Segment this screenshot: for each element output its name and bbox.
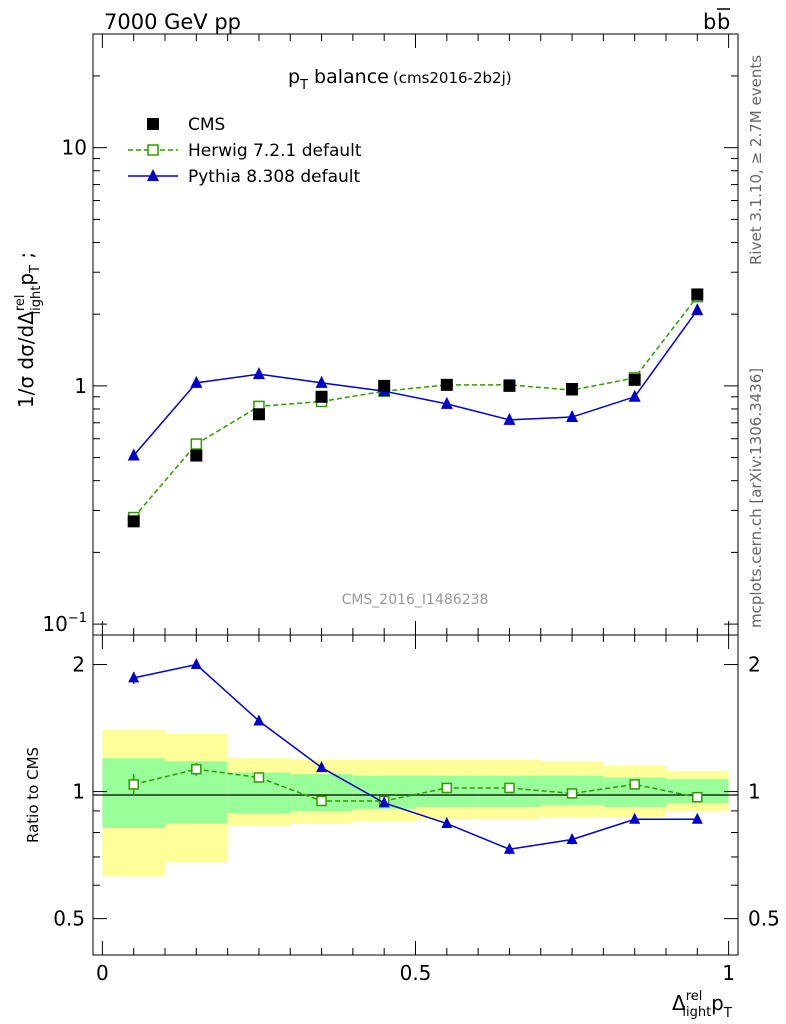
legend-pythia-label: Pythia 8.308 default xyxy=(188,167,361,187)
ratio-herwig-line xyxy=(133,768,698,802)
cms-point xyxy=(127,515,140,528)
x-axis-label: Δrel lightpT xyxy=(672,989,732,1021)
ratio-herwig-point xyxy=(191,763,202,775)
cms-point xyxy=(628,373,641,386)
analysis-watermark: CMS_2016_I1486238 xyxy=(342,592,489,608)
y-axis-label: 1/σ dσ/dΔrellightpT ; xyxy=(13,252,44,408)
x-tick-label: 0 xyxy=(96,961,109,985)
ratio-pythia-point xyxy=(253,714,265,726)
pythia-point xyxy=(315,375,328,388)
ratio-herwig-point xyxy=(253,772,265,783)
ratio-herwig-point xyxy=(316,795,327,807)
process-label: b b xyxy=(703,8,730,34)
ratio-herwig-point xyxy=(441,782,453,794)
ratio-pythia-point xyxy=(128,671,140,683)
ratio-frame xyxy=(92,634,739,956)
y-tick-label: 1 xyxy=(74,374,87,398)
ratio-pythia-point xyxy=(629,812,641,824)
cms-point xyxy=(691,288,704,301)
legend-cms-label: CMS xyxy=(188,115,225,135)
cms-point xyxy=(378,379,391,392)
ratio-herwig-point xyxy=(629,779,640,790)
legend-herwig-marker xyxy=(147,144,159,156)
legend-pythia-marker xyxy=(147,169,159,181)
ratio-panel: 2 2 1 1 0.5 0.5 0 0.5 1 Ratio to CMS Δrel lightpT xyxy=(24,634,780,1021)
ratio-pythia-point xyxy=(441,817,453,829)
ratio-tick-label-right: 1 xyxy=(748,780,761,804)
plot-title: pT balance (cms2016-2b2j) xyxy=(288,66,512,93)
pythia-point xyxy=(252,367,265,380)
cms-point xyxy=(190,449,203,462)
y-tick-label: 10 xyxy=(62,136,87,160)
ratio-herwig-point xyxy=(692,791,703,803)
cms-point xyxy=(566,383,579,396)
pythia-point xyxy=(566,410,579,423)
ratio-axis-ticks: 2 2 1 1 0.5 0.5 0 0.5 1 xyxy=(53,635,780,985)
ratio-tick-label-right: 2 xyxy=(748,653,761,677)
herwig-point xyxy=(190,438,203,450)
ratio-herwig-point xyxy=(128,779,139,790)
ratio-pythia-point xyxy=(566,832,578,844)
ratio-tick-label-left: 0.5 xyxy=(53,907,85,931)
ratio-y-label: Ratio to CMS xyxy=(24,747,42,843)
beam-label: 7000 GeV pp xyxy=(104,10,241,34)
x-tick-label: 0.5 xyxy=(400,961,432,985)
ratio-tick-label-left: 2 xyxy=(72,653,85,677)
cms-point xyxy=(252,408,265,421)
ratio-tick-label-left: 1 xyxy=(72,780,85,804)
ratio-tick-label-right: 0.5 xyxy=(748,907,780,931)
pythia-point xyxy=(127,448,140,461)
pythia-point xyxy=(190,375,203,388)
band-green xyxy=(665,779,729,803)
herwig-line xyxy=(133,296,698,519)
ratio-series xyxy=(128,658,703,855)
ratio-pythia-point xyxy=(503,842,515,854)
main-axis-ticks: 10 1 10−1 xyxy=(42,33,738,636)
pythia-point xyxy=(440,396,453,409)
legend: CMS Herwig 7.2.1 default Pythia 8.308 defa… xyxy=(128,115,362,187)
pythia-line xyxy=(133,309,698,457)
pythia-point xyxy=(503,412,516,425)
process-label-bbar: b xyxy=(717,10,730,34)
main-panel: 10 1 10−1 pT balance (cms2016-2b2j) CMS_201… xyxy=(13,33,739,636)
process-label-b: b xyxy=(703,10,716,34)
legend-herwig-label: Herwig 7.2.1 default xyxy=(188,141,362,161)
ratio-pythia-line xyxy=(133,663,698,851)
cms-point xyxy=(440,378,453,391)
rivet-label: Rivet 3.1.10, ≥ 2.7M events xyxy=(747,55,765,265)
uncertainty-bands xyxy=(102,729,729,877)
y-tick-label: 10−1 xyxy=(42,611,87,636)
cms-point xyxy=(503,379,516,392)
ratio-herwig-point xyxy=(566,788,578,799)
x-tick-label: 1 xyxy=(722,961,735,985)
ratio-pythia-point xyxy=(190,658,202,670)
pythia-point xyxy=(628,389,641,402)
main-series xyxy=(127,288,704,528)
mcplots-label: mcplots.cern.ch [arXiv:1306.3436] xyxy=(747,368,765,628)
cms-point xyxy=(315,390,328,403)
legend-cms-marker xyxy=(147,118,159,130)
pythia-point xyxy=(691,303,704,316)
ratio-pythia-point xyxy=(316,761,328,773)
ratio-pythia-point xyxy=(378,796,390,808)
ratio-herwig-point xyxy=(504,782,515,794)
ratio-pythia-point xyxy=(691,812,703,824)
